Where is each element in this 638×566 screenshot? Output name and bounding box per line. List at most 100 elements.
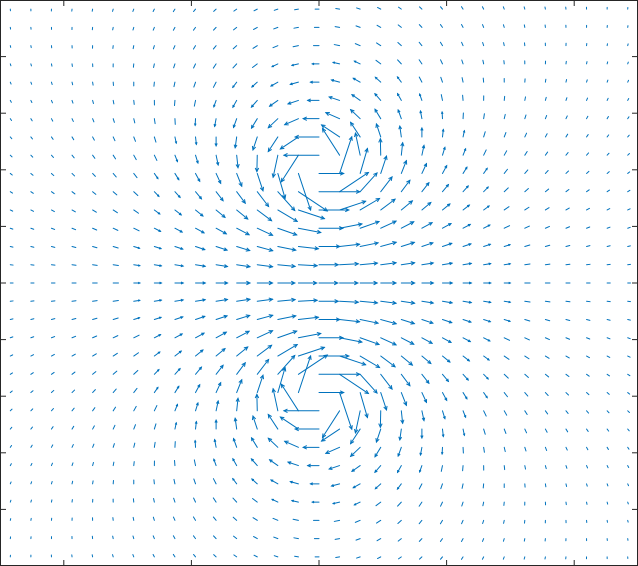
quiver-arrowhead <box>391 198 396 204</box>
quiver-arrow <box>195 366 202 375</box>
quiver-arrow <box>152 8 155 13</box>
quiver-arrow <box>462 300 472 304</box>
quiver-arrow <box>586 207 590 211</box>
quiver-arrow <box>267 118 279 129</box>
quiver-arrowhead <box>292 330 298 335</box>
quiver-arrow <box>92 462 94 467</box>
quiver-arrowhead <box>267 344 273 350</box>
quiver-arrow <box>627 428 630 432</box>
quiver-arrow <box>297 316 319 321</box>
quiver-arrowhead <box>468 243 472 246</box>
quiver-arrow <box>277 355 296 375</box>
quiver-arrowhead <box>314 315 320 320</box>
quiver-arrow <box>30 118 33 122</box>
quiver-arrowhead <box>159 299 163 302</box>
quiver-arrow <box>30 354 35 357</box>
quiver-arrow <box>213 26 217 31</box>
quiver-arrow <box>297 245 319 250</box>
quiver-arrow <box>627 392 631 395</box>
quiver-arrowhead <box>364 171 370 177</box>
quiver-arrow <box>9 172 13 176</box>
quiver-arrowhead <box>487 338 491 342</box>
quiver-arrowhead <box>348 135 353 141</box>
quiver-arrowhead <box>445 183 450 188</box>
quiver-arrowhead <box>486 376 489 380</box>
quiver-arrow <box>397 465 402 473</box>
quiver-arrowhead <box>330 79 335 82</box>
quiver-arrow <box>174 333 183 339</box>
quiver-arrow <box>339 136 353 174</box>
quiver-arrow <box>483 319 491 323</box>
quiver-arrow <box>50 136 54 140</box>
quiver-arrow <box>71 118 74 122</box>
quiver-arrow <box>232 458 238 467</box>
quiver-arrowhead <box>243 346 249 351</box>
quiver-arrowhead <box>175 159 179 163</box>
quiver-arrow <box>153 118 156 125</box>
quiver-arrow <box>374 465 382 473</box>
quiver-arrow <box>172 45 176 50</box>
quiver-arrow <box>215 364 224 375</box>
quiver-arrow <box>112 535 114 540</box>
quiver-arrow <box>460 556 464 560</box>
quiver-arrow <box>250 437 258 448</box>
quiver-arrow <box>92 317 98 321</box>
quiver-arrowhead <box>392 300 398 305</box>
quiver-arrow <box>297 299 318 302</box>
quiver-arrowhead <box>313 298 319 303</box>
quiver-arrow <box>71 264 77 266</box>
quiver-arrowhead <box>440 451 444 456</box>
quiver-arrow <box>172 8 176 13</box>
quiver-arrow <box>193 8 197 13</box>
quiver-arrowhead <box>267 147 272 153</box>
quiver-arrow <box>376 24 382 28</box>
quiver-arrowhead <box>198 366 203 370</box>
quiver-arrowhead <box>293 343 299 349</box>
quiver-arrow <box>50 172 55 177</box>
quiver-arrowhead <box>158 246 163 250</box>
quiver-arrow <box>256 245 274 252</box>
quiver-arrow <box>174 227 183 233</box>
quiver-arrow <box>236 191 246 204</box>
quiver-arrowhead <box>403 401 408 407</box>
quiver-arrowhead <box>464 396 468 400</box>
quiver-arrowhead <box>268 264 274 269</box>
quiver-arrow <box>294 555 299 558</box>
quiver-arrowhead <box>316 331 322 337</box>
quiver-arrow <box>195 191 202 200</box>
quiver-arrowhead <box>383 155 388 161</box>
quiver-arrow <box>236 245 251 252</box>
quiver-arrowhead <box>179 333 184 337</box>
quiver-arrow <box>192 45 197 50</box>
quiver-arrow <box>503 337 511 341</box>
quiver-arrow <box>380 262 397 266</box>
quiver-arrow <box>503 132 507 138</box>
quiver-arrow <box>627 171 631 174</box>
quiver-arrow <box>627 410 630 413</box>
quiver-arrowhead <box>157 351 161 355</box>
quiver-arrow <box>503 225 511 229</box>
quiver-arrowhead <box>357 339 364 344</box>
quiver-arrow <box>400 373 411 387</box>
quiver-arrow <box>9 227 14 230</box>
quiver-arrow <box>195 154 199 164</box>
quiver-arrow <box>292 45 299 48</box>
quiver-arrowhead <box>201 315 206 319</box>
quiver-arrowhead <box>217 180 222 185</box>
quiver-arrow <box>565 410 569 414</box>
quiver-arrowhead <box>267 216 273 222</box>
quiver-arrow <box>112 443 115 448</box>
quiver-arrow <box>195 299 206 302</box>
quiver-arrow <box>544 115 548 120</box>
quiver-arrowhead <box>468 262 473 266</box>
quiver-arrowhead <box>269 83 274 87</box>
quiver-arrowhead <box>180 264 185 268</box>
quiver-arrow <box>233 554 238 558</box>
quiver-arrow <box>132 535 135 540</box>
quiver-arrowhead <box>193 123 197 127</box>
quiver-arrowhead <box>364 413 369 419</box>
quiver-arrowhead <box>374 241 380 246</box>
quiver-arrowhead <box>214 418 218 423</box>
quiver-arrow <box>418 41 423 47</box>
quiver-arrowhead <box>224 281 229 285</box>
